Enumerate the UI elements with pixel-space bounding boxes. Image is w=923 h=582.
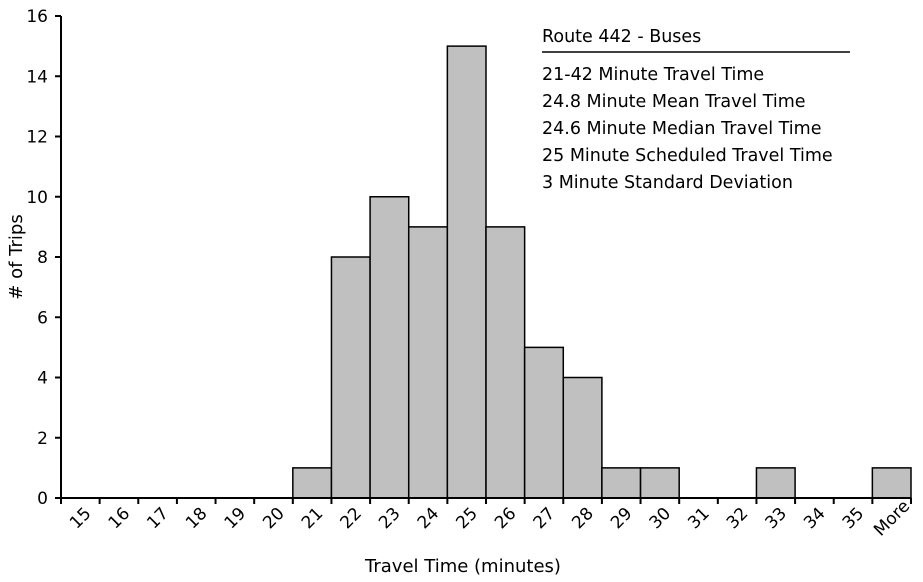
bar-22 bbox=[330, 256, 371, 499]
stats-annotation: Route 442 - Buses 21-42 Minute Travel Ti… bbox=[542, 27, 850, 193]
x-tick-label: 22 bbox=[337, 504, 366, 533]
bar-30 bbox=[639, 467, 680, 499]
x-tick-label: 24 bbox=[414, 504, 443, 533]
x-tick-label: 32 bbox=[723, 504, 752, 533]
x-tick-label: 35 bbox=[839, 504, 868, 533]
x-tick-label: 33 bbox=[762, 504, 791, 533]
annotation-line: 3 Minute Standard Deviation bbox=[542, 173, 793, 193]
bar-23 bbox=[369, 196, 410, 499]
x-tick-label: 25 bbox=[452, 504, 481, 533]
bar-25 bbox=[446, 45, 487, 499]
bar-27 bbox=[523, 346, 565, 499]
x-tick-label: 16 bbox=[105, 504, 134, 533]
annotation-line: 21-42 Minute Travel Time bbox=[542, 65, 764, 85]
y-axis-title: # of Trips bbox=[6, 214, 27, 299]
x-tick-label: 34 bbox=[800, 504, 829, 533]
y-tick-label: 14 bbox=[26, 67, 48, 87]
x-tick-label: 17 bbox=[143, 504, 172, 533]
annotation-line: 24.6 Minute Median Travel Time bbox=[542, 119, 822, 139]
y-tick-label: 10 bbox=[26, 188, 48, 208]
x-tick-label: 28 bbox=[568, 504, 597, 533]
bar-28 bbox=[562, 376, 603, 499]
annotation-title: Route 442 - Buses bbox=[542, 27, 701, 47]
y-tick-label: 4 bbox=[37, 369, 48, 389]
x-tick-label: 20 bbox=[259, 504, 288, 533]
bar-21 bbox=[292, 467, 333, 499]
x-tick-label: 19 bbox=[221, 504, 250, 533]
y-tick-label: 6 bbox=[37, 308, 48, 328]
y-tick-label: 12 bbox=[26, 128, 48, 148]
x-tick-label: 15 bbox=[66, 504, 95, 533]
x-tick-label: 31 bbox=[684, 504, 713, 533]
x-axis-title: Travel Time (minutes) bbox=[364, 556, 561, 577]
y-tick-label: 16 bbox=[26, 7, 48, 27]
x-tick-label: More bbox=[870, 496, 914, 540]
x-tick-label: 29 bbox=[607, 504, 636, 533]
y-tick-label: 2 bbox=[37, 429, 48, 449]
bar-29 bbox=[601, 467, 642, 499]
x-tick-label: 26 bbox=[491, 504, 520, 533]
bar-More bbox=[871, 467, 912, 499]
x-tick-label: 18 bbox=[182, 504, 211, 533]
x-tick-label: 27 bbox=[530, 504, 559, 533]
bar-24 bbox=[407, 226, 449, 499]
y-tick-label: 0 bbox=[37, 489, 48, 509]
y-ticks-group: 0 2 4 6 8 10 12 14 16 bbox=[26, 7, 61, 509]
bars-group bbox=[292, 45, 912, 499]
y-tick-label: 8 bbox=[37, 248, 48, 268]
x-ticks-group: 15 16 17 18 19 20 21 22 23 24 25 26 27 28 29 30 31 32 33 34… bbox=[60, 496, 914, 540]
annotation-line: 24.8 Minute Mean Travel Time bbox=[542, 92, 806, 112]
x-tick-label: 21 bbox=[298, 504, 327, 533]
bar-33 bbox=[755, 467, 796, 499]
x-tick-label: 30 bbox=[646, 504, 675, 533]
bar-26 bbox=[485, 226, 526, 499]
annotation-line: 25 Minute Scheduled Travel Time bbox=[542, 146, 833, 166]
x-tick-label: 23 bbox=[375, 504, 404, 533]
